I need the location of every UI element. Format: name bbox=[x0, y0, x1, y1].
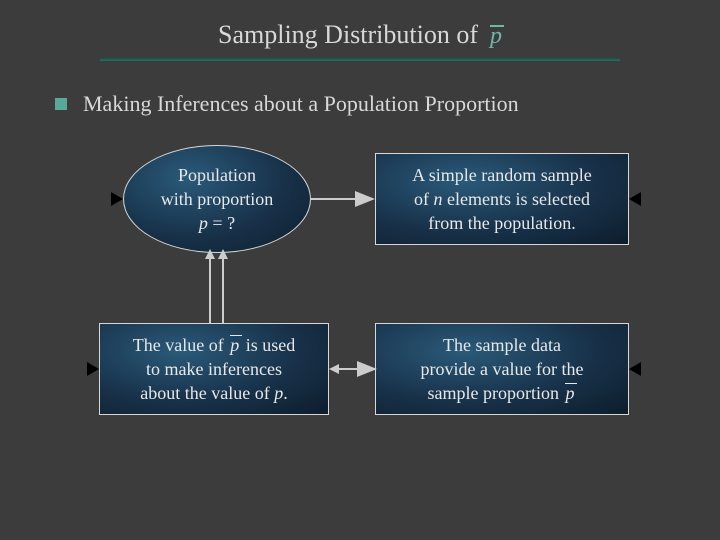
square-bullet-icon bbox=[55, 98, 67, 110]
node-inference-text: The value of p is usedto make inferences… bbox=[133, 333, 295, 406]
diagram: Population with proportion p = ? A simpl… bbox=[55, 145, 665, 465]
node-sample-text: A simple random sampleof n elements is s… bbox=[412, 163, 591, 236]
node-population-text: Population with proportion p = ? bbox=[161, 163, 274, 236]
marker-triangle-icon bbox=[111, 192, 123, 206]
node-inference: The value of p is usedto make inferences… bbox=[99, 323, 329, 415]
marker-triangle-icon bbox=[629, 192, 641, 206]
bullet-row: Making Inferences about a Population Pro… bbox=[55, 91, 665, 117]
node-population: Population with proportion p = ? bbox=[123, 145, 311, 253]
title-pbar-symbol: p bbox=[490, 23, 502, 50]
arrow-head-left-icon bbox=[329, 364, 339, 374]
marker-triangle-icon bbox=[87, 362, 99, 376]
page-title: Sampling Distribution of bbox=[218, 20, 478, 50]
node-sampledata: The sample dataprovide a value for thesa… bbox=[375, 323, 629, 415]
node-sample: A simple random sampleof n elements is s… bbox=[375, 153, 629, 245]
content-area: Making Inferences about a Population Pro… bbox=[0, 61, 720, 465]
bullet-text: Making Inferences about a Population Pro… bbox=[83, 91, 519, 117]
title-area: Sampling Distribution of p bbox=[0, 0, 720, 61]
node-sampledata-text: The sample dataprovide a value for thesa… bbox=[421, 333, 584, 406]
marker-triangle-icon bbox=[629, 362, 641, 376]
